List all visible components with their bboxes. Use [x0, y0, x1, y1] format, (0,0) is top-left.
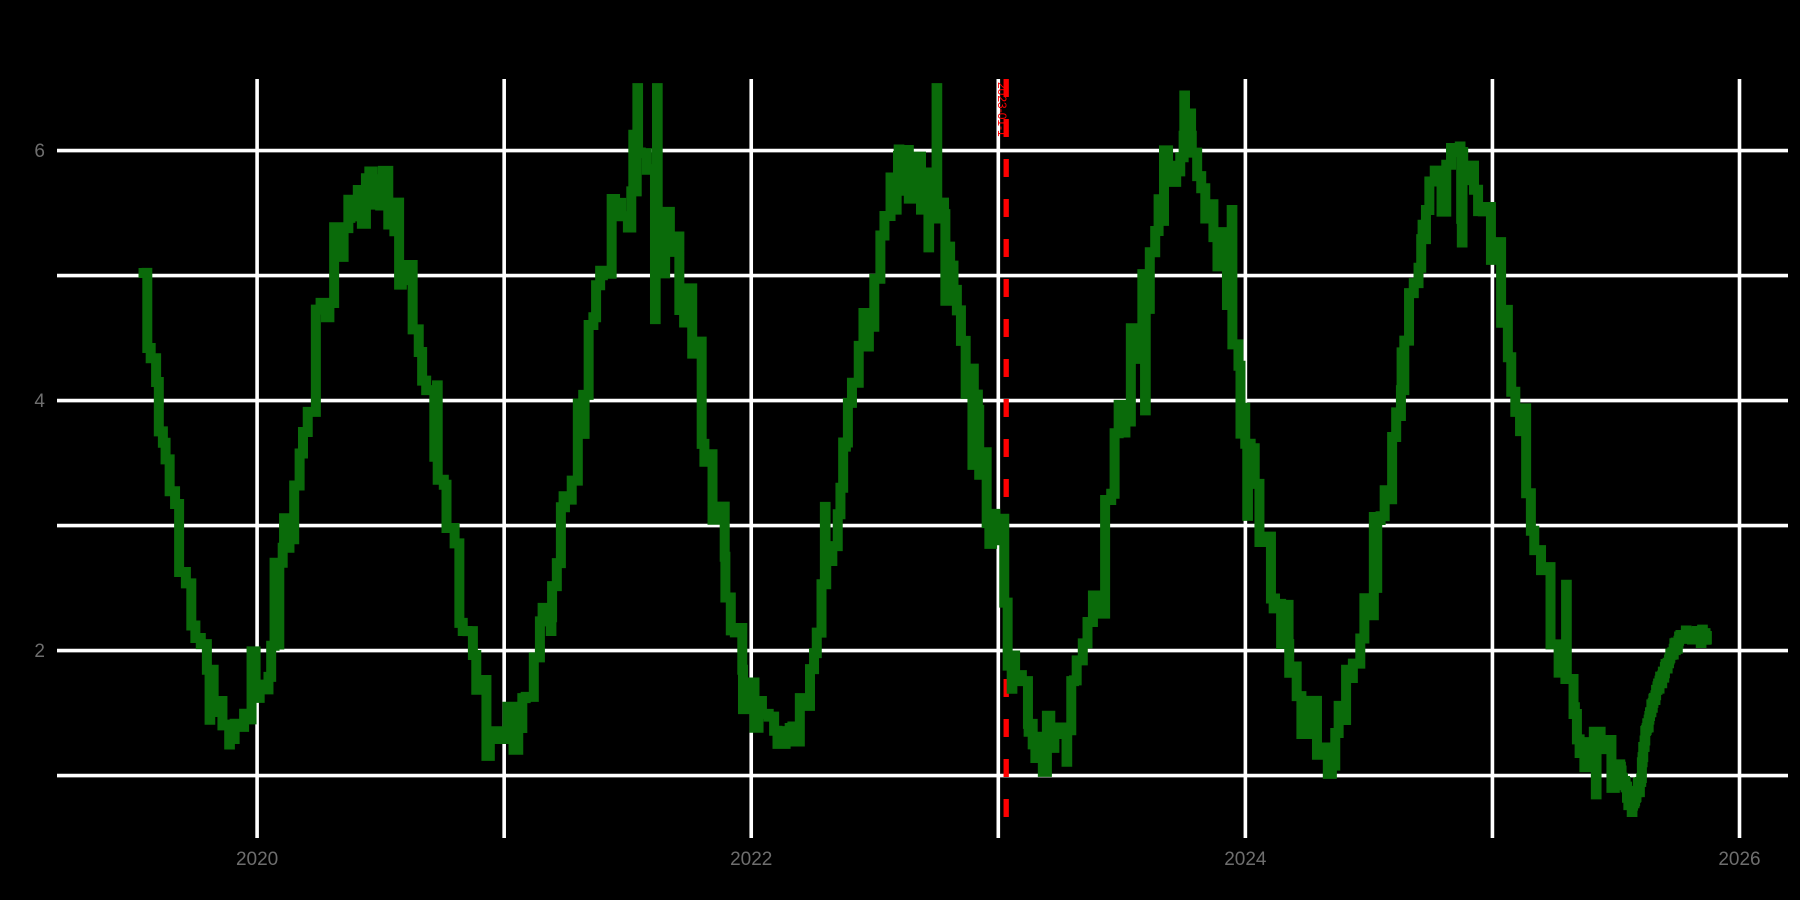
- svg-text:2023-01-1: 2023-01-1: [995, 82, 1009, 137]
- svg-text:2022: 2022: [730, 849, 772, 870]
- svg-text:2026: 2026: [1718, 849, 1760, 870]
- svg-text:6: 6: [34, 141, 45, 162]
- svg-text:2: 2: [34, 641, 45, 662]
- svg-text:2024: 2024: [1224, 849, 1267, 870]
- svg-text:4: 4: [34, 391, 45, 412]
- svg-text:2020: 2020: [236, 849, 278, 870]
